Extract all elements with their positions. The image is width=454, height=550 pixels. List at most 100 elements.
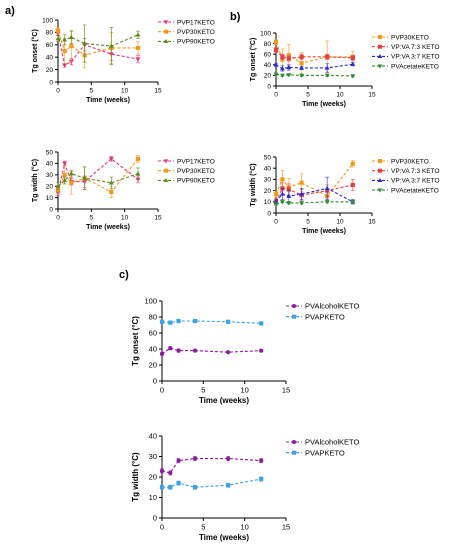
y-axis-label: Tg onset (°C) bbox=[31, 29, 39, 73]
data-point bbox=[286, 201, 292, 206]
data-point bbox=[299, 65, 305, 70]
data-point bbox=[299, 61, 304, 66]
legend-marker bbox=[292, 440, 296, 444]
legend-entry: PVP30KETO bbox=[158, 29, 215, 36]
series-1 bbox=[159, 456, 264, 476]
data-point bbox=[68, 34, 74, 40]
series-2 bbox=[55, 27, 141, 69]
series-line bbox=[57, 30, 138, 56]
legend-marker bbox=[164, 29, 168, 34]
series-2 bbox=[159, 476, 264, 490]
data-point bbox=[259, 476, 264, 482]
x-tick-label: 5 bbox=[90, 88, 94, 95]
x-tick-label: 0 bbox=[160, 386, 164, 395]
data-point bbox=[280, 177, 285, 182]
legend-label: PVAcetateKETO bbox=[391, 63, 439, 70]
data-point bbox=[259, 348, 264, 353]
series-line bbox=[57, 158, 139, 194]
data-point bbox=[192, 318, 198, 324]
y-tick-label: 40 bbox=[264, 165, 272, 172]
y-tick-label: 40 bbox=[46, 54, 54, 61]
series-line bbox=[57, 158, 139, 193]
data-point bbox=[159, 468, 165, 473]
data-point bbox=[168, 485, 173, 490]
legend-label: VP:VA 3:7 KETO bbox=[391, 54, 440, 61]
data-point bbox=[299, 73, 305, 78]
y-axis-label: Tg onset (°C) bbox=[249, 38, 257, 82]
x-tick-label: 5 bbox=[201, 386, 205, 395]
y-tick-label: 0 bbox=[153, 514, 157, 523]
data-point bbox=[135, 57, 141, 62]
data-point bbox=[279, 73, 285, 78]
y-tick-label: 20 bbox=[149, 361, 157, 370]
x-tick-label: 15 bbox=[154, 88, 162, 95]
y-tick-label: 60 bbox=[149, 329, 157, 338]
legend-label: PVP17KETO bbox=[177, 19, 215, 26]
legend-marker bbox=[377, 188, 383, 193]
x-tick-label: 5 bbox=[306, 219, 310, 226]
legend-marker bbox=[378, 159, 382, 163]
series-3 bbox=[273, 61, 356, 73]
legend-entry: PVAPKETO bbox=[286, 312, 345, 321]
data-point bbox=[55, 36, 61, 41]
y-tick-label: 40 bbox=[149, 345, 157, 354]
data-point bbox=[226, 456, 231, 461]
x-axis-label: Time (weeks) bbox=[302, 101, 346, 108]
series-1 bbox=[55, 156, 141, 196]
data-point bbox=[135, 177, 141, 182]
data-point bbox=[273, 191, 279, 197]
y-axis-label: Tg onset (°C) bbox=[131, 316, 140, 366]
data-point bbox=[273, 62, 279, 67]
legend-marker bbox=[292, 304, 296, 308]
series-2 bbox=[55, 155, 141, 199]
data-point bbox=[176, 481, 181, 486]
y-tick-label: 60 bbox=[264, 51, 272, 58]
data-point bbox=[192, 348, 198, 353]
y-tick-label: 40 bbox=[149, 432, 157, 441]
data-point bbox=[82, 41, 88, 46]
legend-marker bbox=[377, 178, 383, 182]
legend-marker bbox=[163, 20, 169, 25]
x-tick-label: 10 bbox=[336, 219, 344, 226]
data-point bbox=[350, 161, 355, 166]
x-tick-label: 10 bbox=[121, 88, 129, 95]
data-point bbox=[55, 183, 61, 188]
series-3 bbox=[273, 176, 356, 205]
series-4 bbox=[273, 200, 356, 207]
y-tick-label: 50 bbox=[264, 154, 272, 161]
x-tick-label: 0 bbox=[274, 92, 278, 99]
series-1 bbox=[55, 31, 141, 68]
legend-marker bbox=[163, 39, 169, 43]
legend-entry: PVP17KETO bbox=[158, 19, 215, 26]
x-tick-label: 0 bbox=[56, 215, 60, 222]
legend-marker bbox=[378, 168, 382, 173]
data-point bbox=[324, 200, 330, 205]
y-tick-label: 0 bbox=[49, 206, 53, 213]
x-tick-label: 15 bbox=[282, 523, 290, 532]
data-point bbox=[192, 456, 198, 461]
x-tick-label: 5 bbox=[201, 523, 205, 532]
legend-label: PVAlcoholKETO bbox=[305, 438, 359, 447]
data-point bbox=[159, 485, 165, 490]
y-tick-label: 40 bbox=[264, 62, 272, 69]
y-tick-label: 0 bbox=[267, 83, 271, 90]
y-tick-label: 30 bbox=[264, 177, 272, 184]
chart-3: 0 10 20 30 40 50 0 5 10 15 Time (weeks) Tg width (°… bbox=[31, 149, 215, 231]
data-point bbox=[279, 65, 285, 71]
data-point bbox=[286, 64, 292, 70]
data-point bbox=[62, 48, 67, 54]
data-point bbox=[299, 191, 305, 196]
data-point bbox=[62, 172, 67, 177]
legend-label: VP:VA 7:3 KETO bbox=[391, 168, 440, 175]
x-tick-label: 0 bbox=[274, 219, 278, 226]
legend-entry: PVAcetateKETO bbox=[372, 63, 439, 70]
x-axis-label: Time (weeks) bbox=[86, 224, 130, 231]
data-point bbox=[350, 55, 355, 61]
y-tick-label: 50 bbox=[46, 149, 54, 156]
chart-1: 0 20 40 60 80 100 0 5 10 15 Time (weeks) Tg onset (… bbox=[31, 17, 215, 104]
data-point bbox=[350, 61, 356, 66]
chart-5: 0 20 40 60 80 100 0 5 10 15 Time (weeks) Tg onset (… bbox=[131, 297, 359, 405]
legend-label: PVP17KETO bbox=[177, 158, 215, 165]
data-point bbox=[135, 156, 141, 161]
